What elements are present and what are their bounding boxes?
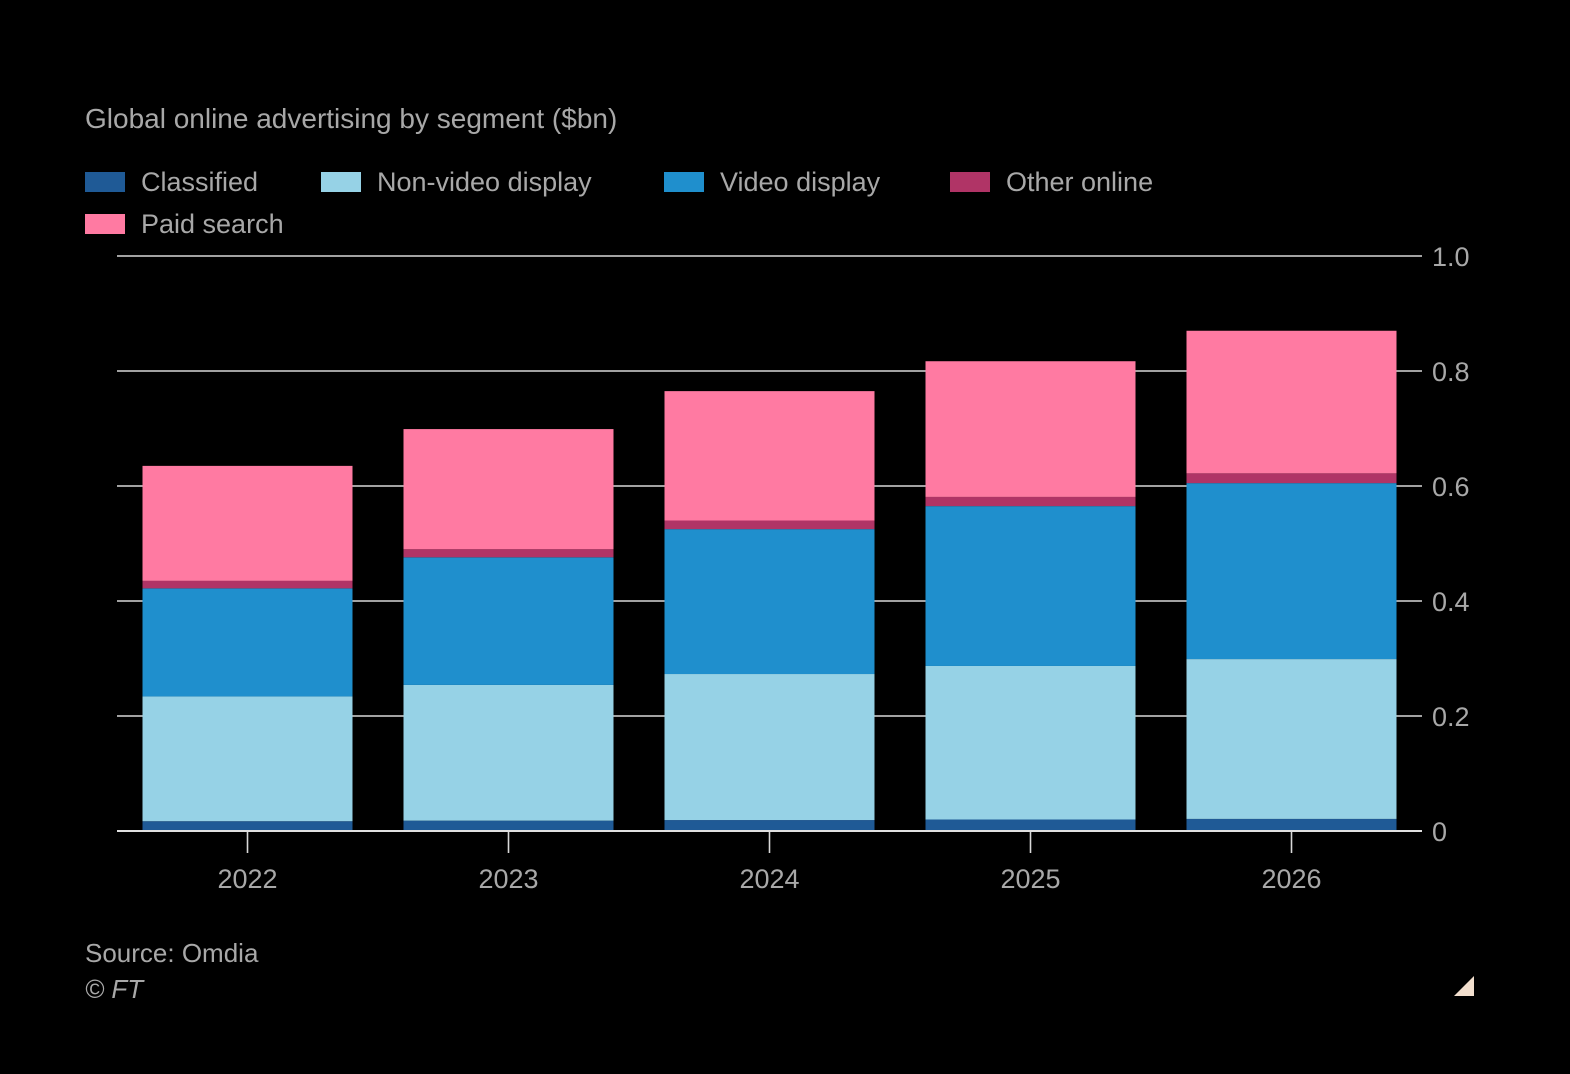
bar-2026-non-video-display	[1186, 659, 1397, 819]
bar-2023-non-video-display	[403, 684, 614, 821]
y-tick-label-0: 0	[1432, 817, 1447, 847]
bar-2023-paid-search	[403, 429, 614, 550]
bar-2022-other-online	[142, 580, 353, 589]
x-tick-label-2022: 2022	[217, 864, 277, 894]
y-tick-label-5: 1.0	[1432, 242, 1470, 272]
legend-swatch-other-online	[950, 172, 990, 192]
x-tick-label-2026: 2026	[1261, 864, 1321, 894]
bar-2025-video-display	[925, 506, 1136, 666]
legend-label-non-video-display: Non-video display	[377, 166, 592, 197]
y-tick-label-1: 0.2	[1432, 702, 1470, 732]
legend-swatch-classified	[85, 172, 125, 192]
legend-label-other-online: Other online	[1006, 166, 1154, 197]
x-tick-label-2023: 2023	[478, 864, 538, 894]
bar-2026-classified	[1186, 818, 1397, 831]
bar-2023-classified	[403, 820, 614, 831]
legend-item-non-video-display: Non-video display	[321, 167, 592, 197]
bar-2024-non-video-display	[664, 674, 875, 821]
legend-item-classified: Classified	[85, 167, 258, 197]
legend-label-classified: Classified	[141, 166, 259, 197]
bar-2025-classified	[925, 819, 1136, 831]
source-note: Source: Omdia	[85, 938, 259, 968]
bar-2024-paid-search	[664, 391, 875, 521]
bar-2026-video-display	[1186, 483, 1397, 660]
legend-swatch-paid-search	[85, 214, 125, 234]
bar-2025-other-online	[925, 496, 1136, 507]
bar-2024-video-display	[664, 529, 875, 675]
legend-label-paid-search: Paid search	[141, 208, 284, 239]
legend-item-video-display: Video display	[664, 167, 880, 197]
bar-2025-non-video-display	[925, 665, 1136, 820]
y-tick-label-2: 0.4	[1432, 587, 1470, 617]
bar-2023-video-display	[403, 557, 614, 685]
x-tick-label-2025: 2025	[1000, 864, 1060, 894]
bar-2026-other-online	[1186, 473, 1397, 484]
bar-2023-other-online	[403, 549, 614, 558]
corner-triangle-icon	[1454, 976, 1474, 996]
bar-2022-classified	[142, 821, 353, 831]
copyright-note: © FT	[85, 974, 144, 1004]
bar-2024-other-online	[664, 520, 875, 530]
bar-2022-non-video-display	[142, 696, 353, 822]
y-tick-label-4: 0.8	[1432, 357, 1470, 387]
bar-2024-classified	[664, 820, 875, 831]
chart-title: Global online advertising by segment ($b…	[85, 103, 618, 134]
legend-item-other-online: Other online	[950, 167, 1153, 197]
legend-swatch-video-display	[664, 172, 704, 192]
bar-2022-paid-search	[142, 465, 353, 581]
x-tick-label-2024: 2024	[739, 864, 799, 894]
bar-2025-paid-search	[925, 361, 1136, 497]
legend-item-paid-search: Paid search	[85, 209, 284, 239]
legend-label-video-display: Video display	[720, 166, 881, 197]
y-tick-label-3: 0.6	[1432, 472, 1470, 502]
bar-2026-paid-search	[1186, 330, 1397, 474]
bar-2022-video-display	[142, 588, 353, 697]
legend-swatch-non-video-display	[321, 172, 361, 192]
